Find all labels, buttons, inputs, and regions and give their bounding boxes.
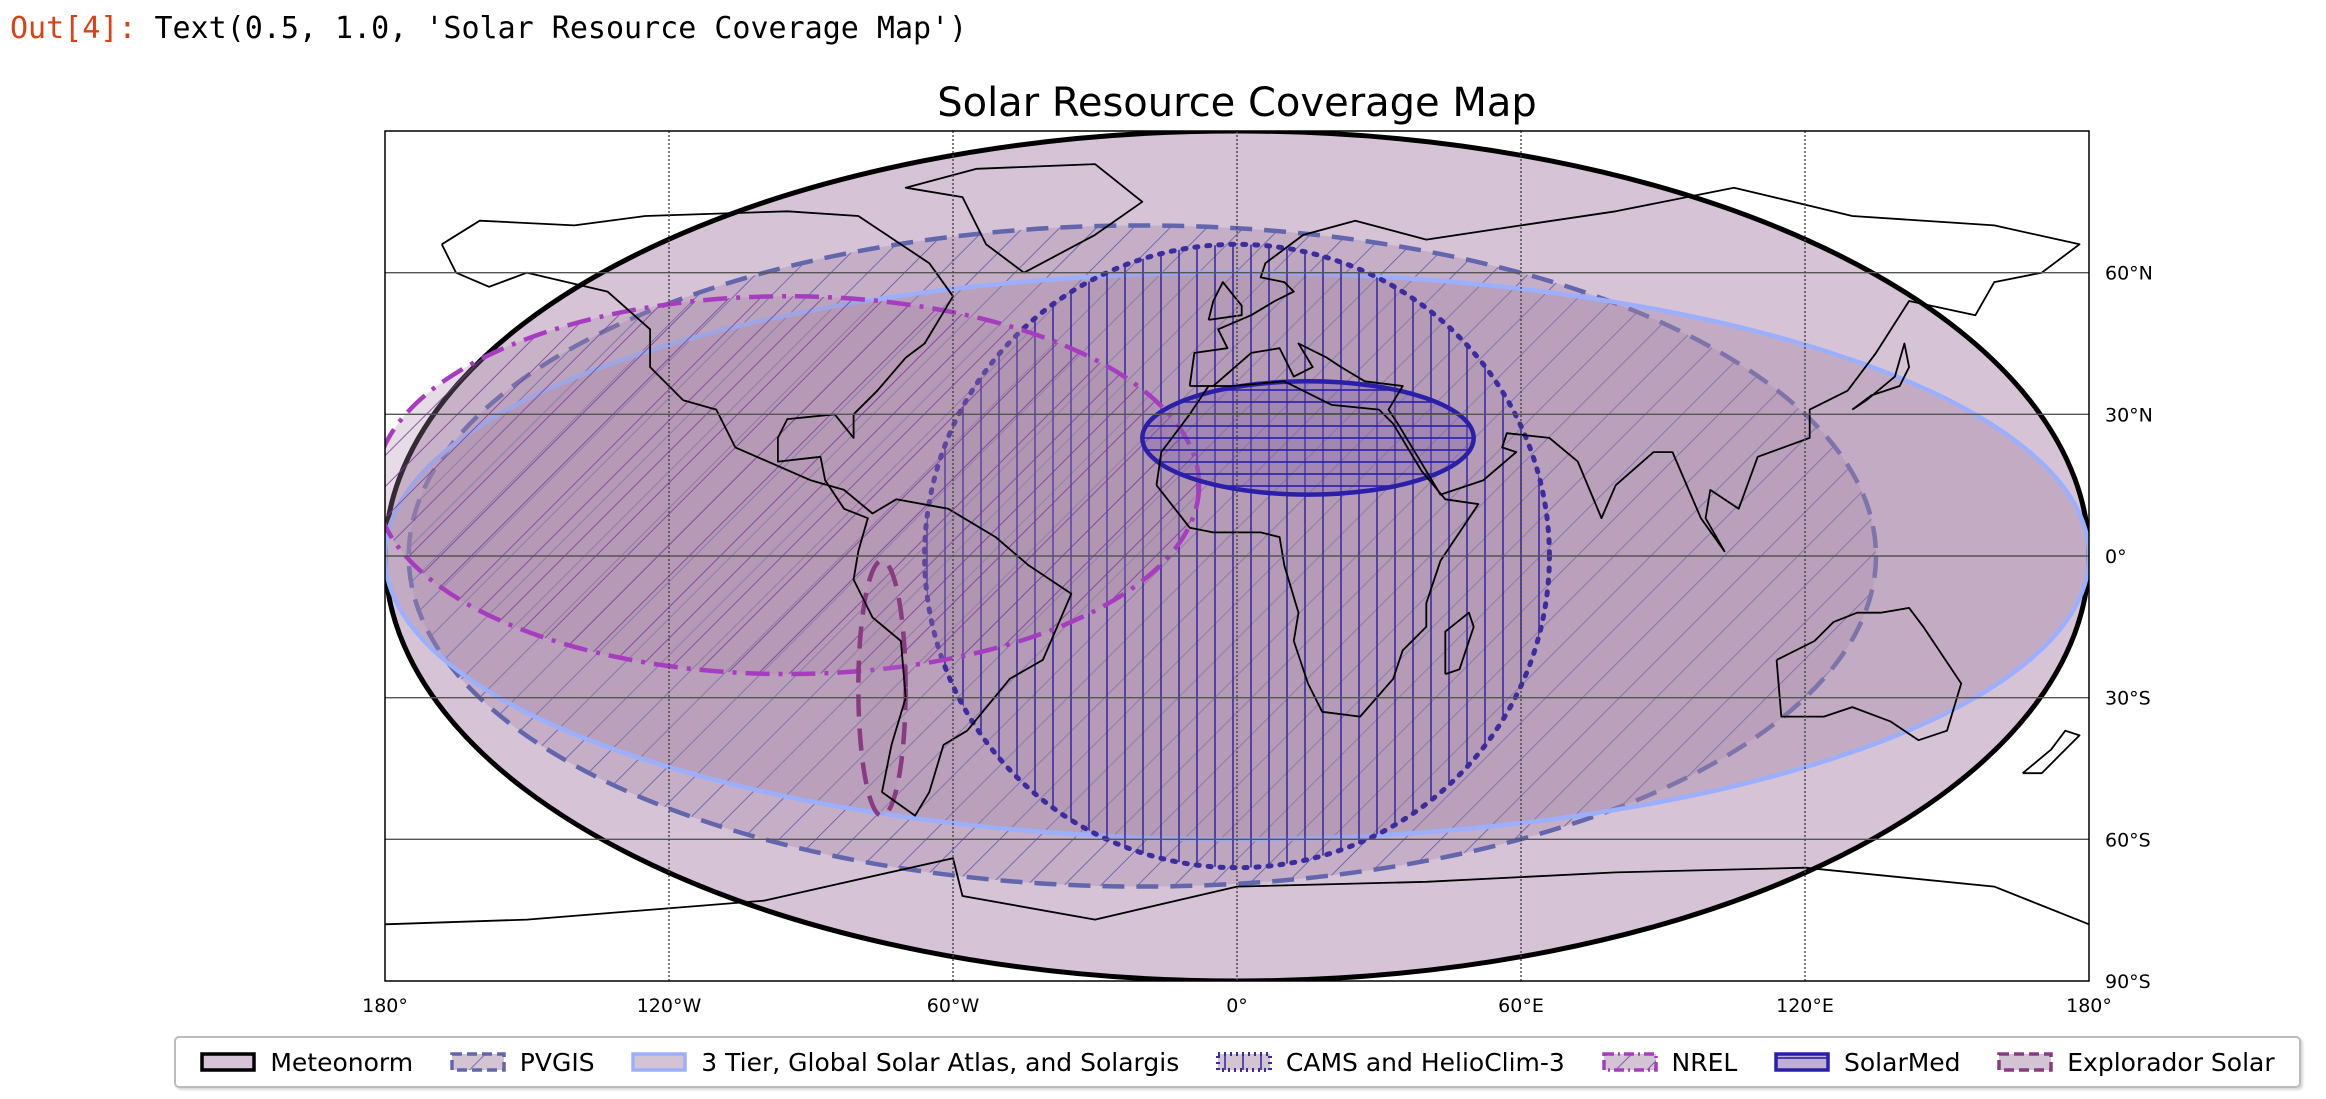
region-edge-solarmed — [1140, 379, 1476, 497]
output-line: Out[4]: Text(0.5, 1.0, 'Solar Resource C… — [10, 8, 967, 48]
xtick-label: 180° — [362, 995, 408, 1017]
region-solarmed — [1140, 379, 1476, 497]
region-explorador-solar — [856, 558, 908, 818]
ytick-label: 60°S — [2105, 829, 2151, 851]
legend-label: 3 Tier, Global Solar Atlas, and Solargis — [701, 1047, 1180, 1077]
ytick-label: 30°N — [2105, 404, 2153, 426]
legend-swatch — [450, 1052, 506, 1072]
xtick-label: 0° — [1226, 995, 1248, 1017]
output-prompt: Out[4]: — [10, 10, 137, 46]
ytick-label: 30°S — [2105, 688, 2151, 710]
xtick-label: 180° — [2066, 995, 2112, 1017]
region-hatch-solarmed — [1142, 381, 1474, 495]
legend-item-3-tier-global-solar-atlas-and-solargis: 3 Tier, Global Solar Atlas, and Solargis — [631, 1048, 1179, 1077]
legend-swatch — [1774, 1052, 1830, 1072]
legend-item-pvgis: PVGIS — [450, 1048, 595, 1077]
legend-swatch — [1215, 1052, 1272, 1072]
coastline-2 — [1188, 186, 2081, 553]
legend-label: SolarMed — [1844, 1047, 1961, 1077]
region-edge-nrel — [385, 294, 1202, 677]
legend-swatch — [200, 1052, 257, 1072]
region-fill-explorador-solar — [858, 560, 906, 816]
coastline-8 — [1851, 342, 1910, 411]
output-text: Text(0.5, 1.0, 'Solar Resource Coverage … — [154, 10, 968, 46]
legend-swatch — [631, 1052, 688, 1072]
coastline-9 — [1207, 281, 1243, 321]
coastline-layer — [385, 163, 2089, 926]
legend-label: Meteonorm — [270, 1047, 414, 1077]
legend-swatch — [1997, 1052, 2053, 1072]
legend-item-meteonorm: Meteonorm — [200, 1048, 413, 1077]
region-nrel — [385, 294, 1202, 677]
xtick-label: 120°E — [1776, 995, 1834, 1017]
plot-frame — [384, 130, 2090, 982]
map-chart: Solar Resource Coverage Map 60°N 30°N 0° 30… — [362, 80, 2153, 1017]
coastline-3 — [1155, 380, 1480, 718]
legend-item-explorador-solar: Explorador Solar — [1997, 1047, 2275, 1077]
xtick-label: 60°E — [1498, 995, 1544, 1017]
legend: Meteonorm PVGIS 3 Tier, Global Solar Atlas… — [174, 1036, 2301, 1088]
legend-item-cams-and-helioclim-3: CAMS and HelioClim-3 — [1215, 1047, 1565, 1077]
coastline-4 — [1775, 607, 1963, 742]
chart-title: Solar Resource Coverage Map — [937, 80, 1537, 126]
legend-item-solarmed: SolarMed — [1774, 1048, 1961, 1077]
coastline-1 — [440, 210, 1073, 817]
gridlines — [385, 131, 2089, 981]
legend-label: CAMS and HelioClim-3 — [1285, 1047, 1565, 1077]
ytick-label: 0° — [2105, 546, 2127, 568]
xtick-label: 60°W — [927, 995, 980, 1017]
coastline-7 — [2022, 729, 2081, 775]
legend-label: Explorador Solar — [2067, 1047, 2275, 1077]
legend-swatch — [1601, 1052, 1658, 1072]
xtick-label: 120°W — [637, 995, 702, 1017]
legend-item-nrel: NREL — [1601, 1047, 1738, 1077]
legend-label: NREL — [1671, 1047, 1738, 1077]
coastline-10 — [1444, 611, 1475, 675]
ytick-label: 90°S — [2105, 971, 2151, 993]
coastline-6 — [385, 857, 2089, 926]
region-hatch-nrel — [385, 296, 1200, 674]
legend-label: PVGIS — [519, 1047, 595, 1077]
ytick-label: 60°N — [2105, 263, 2153, 285]
